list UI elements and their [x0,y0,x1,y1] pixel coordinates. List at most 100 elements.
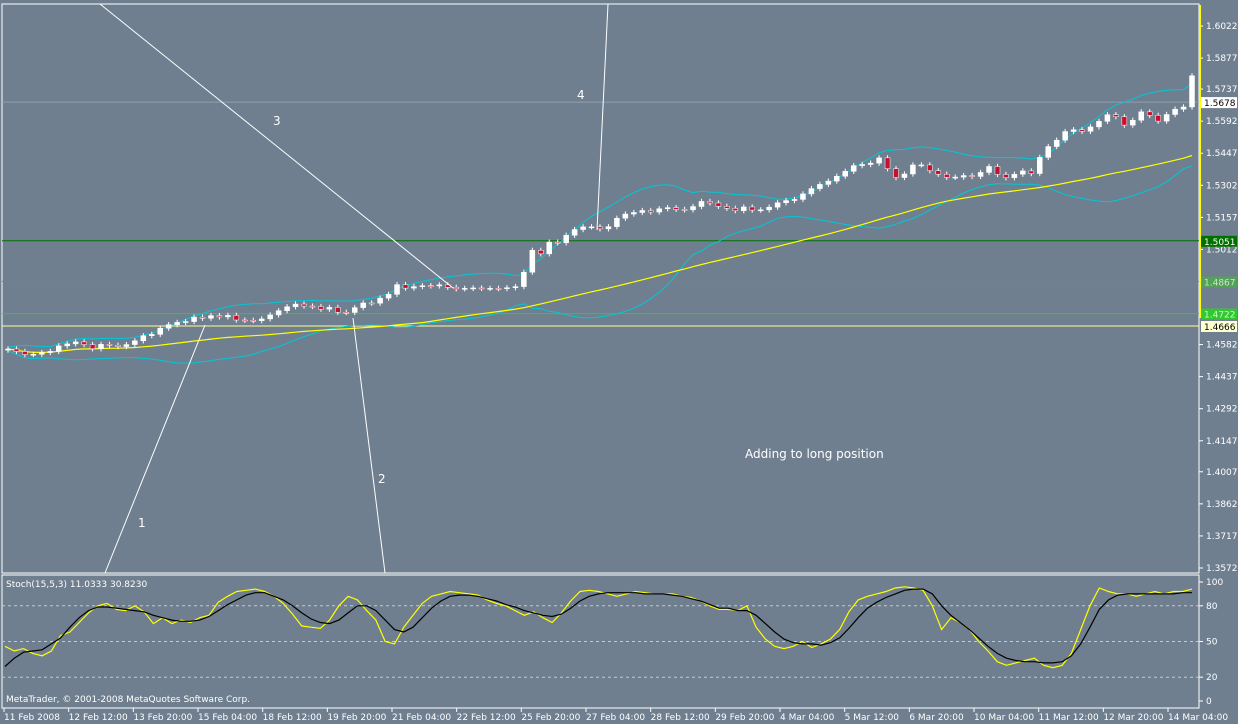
price-label-box [1201,308,1237,320]
price-label-box [1201,235,1237,247]
candle-body [309,305,316,308]
time-tick-label: 5 Mar 12:00 [845,713,900,723]
price-tick-label: 1.4582 [1206,341,1238,351]
candle-body [1028,170,1035,174]
band-lower [7,165,1193,364]
candle-body [664,207,671,209]
candle-body [597,226,603,230]
candle-body [724,206,730,209]
candle-body [182,321,189,323]
stoch-tick-label: 100 [1206,578,1223,588]
candle-body [233,315,240,321]
candle-body [292,303,299,307]
candle-body [208,315,214,319]
candle-body [529,250,536,273]
candle-body [225,315,231,318]
candle-body [402,284,409,289]
price-label-text: 1.5051 [1204,238,1236,248]
price-tick-label: 1.5877 [1206,54,1238,64]
candle-body [258,318,265,321]
time-tick-label: 19 Feb 20:00 [327,713,386,723]
candle-body [808,188,815,195]
candle-body [98,344,104,350]
trendline-4 [596,3,609,231]
candle-body [478,287,485,290]
candle-body [774,202,781,208]
candle-body [106,344,113,346]
candle-body [580,226,586,230]
candle-body [834,175,840,182]
candle-body [622,213,629,219]
horizontal-lines [2,101,1199,327]
candle-body [1003,174,1009,179]
price-tick-label: 1.5447 [1206,149,1238,159]
price-tick-label: 1.4007 [1206,468,1238,478]
price-label-box [1201,276,1237,288]
candle-body [1096,121,1102,128]
candle-body [1163,114,1170,122]
footer-text: MetaTrader, © 2001-2008 MetaQuotes Softw… [6,695,250,705]
time-axis: 11 Feb 2008 12 Feb 12:00 13 Feb 20:00 15 Fe… [3,708,1228,723]
candle-body [22,351,28,355]
time-tick-label: 27 Feb 04:00 [586,713,645,723]
candle-body [994,166,1001,175]
candle-body [910,164,916,175]
time-tick-label: 15 Feb 04:00 [198,713,257,723]
stoch-tick-label: 0 [1206,697,1212,707]
stoch-tick-label: 80 [1206,602,1218,612]
candle-body [927,164,933,171]
time-tick-label: 11 Feb 2008 [4,713,60,723]
candle-body [546,241,553,255]
price-label-text: 1.4666 [1204,323,1236,333]
candle-body [275,310,282,316]
stoch-panel-frame [1,574,1200,709]
candle-body [639,210,646,213]
time-tick-label: 22 Feb 12:00 [457,713,516,723]
candle-body [817,184,823,189]
candle-body [5,348,11,351]
candle-body [368,302,375,305]
candle-body [140,335,147,342]
candle-body [318,306,324,310]
candle-body [1062,131,1068,141]
stoch-series-1 [4,588,1192,667]
candle-body [521,271,527,287]
candle-body [876,157,882,164]
candle-body [335,307,341,313]
candle-body [707,201,713,204]
candle-body [512,286,519,288]
ma-line [7,154,1193,354]
trendlines: 1 2 3 4 [99,3,609,574]
candle-body [165,324,172,329]
price-tick-label: 1.5302 [1206,181,1238,191]
candle-body [1104,114,1111,122]
time-tick-label: 14 Mar 04:00 [1168,713,1228,723]
trendline-3 [99,3,454,289]
price-tick-label: 1.4437 [1206,373,1238,383]
candle-body [81,341,87,345]
candle-body [13,348,20,352]
candle-body [267,314,273,320]
candle-body [250,319,257,322]
candle-body [1113,114,1119,117]
candle-body [47,351,54,353]
candle-body [360,302,366,308]
stoch-tick-label: 20 [1206,673,1218,683]
trendline-1 [104,324,206,574]
candle-body [867,162,874,165]
candle-body [1070,129,1077,132]
candle-body [55,345,62,352]
stoch-series-0 [4,586,1193,669]
price-panel-frame [1,3,1200,574]
candle-body [419,285,426,287]
candle-body [1138,111,1145,121]
candle-body [571,229,578,236]
price-label-text: 1.4722 [1204,311,1236,321]
candle-body [952,176,958,179]
candle-body [470,287,476,290]
band-upper [7,82,1193,348]
candle-body [850,165,857,172]
candle-body [149,334,155,336]
price-tick-label: 1.5592 [1206,117,1238,127]
candle-body [453,287,459,290]
